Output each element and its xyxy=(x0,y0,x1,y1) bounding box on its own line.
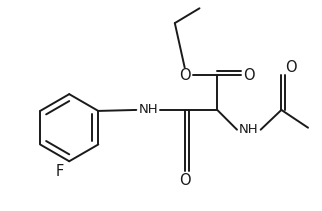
Text: O: O xyxy=(243,68,255,83)
Text: NH: NH xyxy=(138,103,158,116)
Text: F: F xyxy=(55,164,63,179)
Text: O: O xyxy=(179,173,191,188)
Text: O: O xyxy=(285,60,297,75)
Text: O: O xyxy=(179,68,191,83)
Text: NH: NH xyxy=(239,123,259,136)
